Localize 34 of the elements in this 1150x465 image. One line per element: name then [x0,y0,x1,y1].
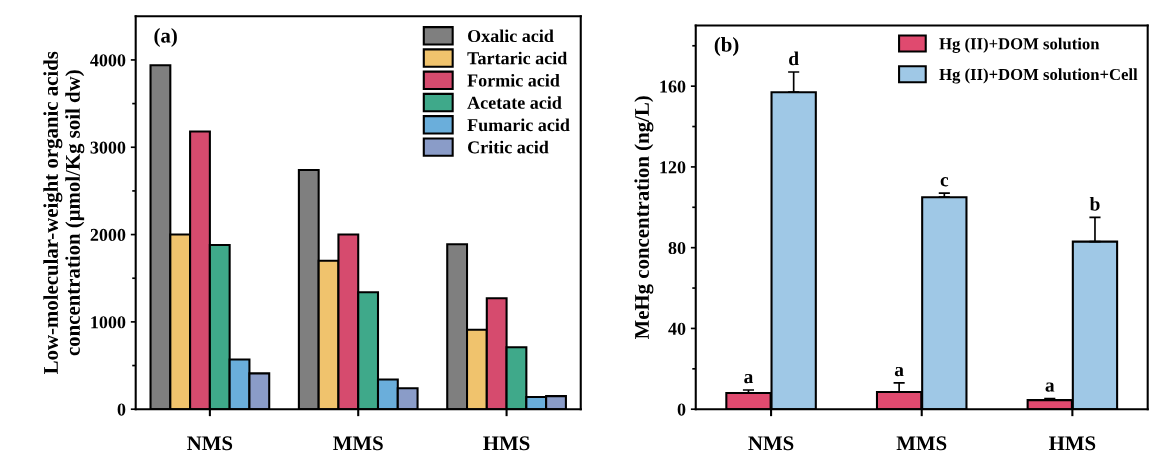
legend-label: Oxalic acid [468,29,554,43]
y-tick-label: 40 [668,322,686,335]
annotation: c [940,177,949,187]
y-tick-label: 1000 [91,316,126,329]
annotation: a [894,366,904,377]
legend-label: Critic acid [468,140,549,154]
legend-label: Hg (II)+DOM solution [939,37,1100,53]
x-tick-label: MMS [333,436,383,451]
y-tick-label: 120 [660,161,686,174]
y-tick-label: 3000 [90,141,126,154]
legend-label: Fumaric acid [467,118,570,132]
legend-label: Acetate acid [467,96,562,109]
y-tick-label: 80 [668,241,686,255]
legend-label: Hg (II)+DOM solution+Cell [939,68,1138,84]
x-tick-label: HMS [483,436,530,451]
y-tick-label: 2000 [90,228,126,242]
y-tick-label: 0 [117,403,126,416]
x-tick-label: HMS [1049,436,1096,451]
y-axis-title: Low-molecular-weight organic acids concentration (μmol/Kg soil dw) [43,51,85,375]
annotation: (a) [154,28,177,47]
y-tick-label: 160 [660,80,686,93]
x-tick-label: NMS [748,436,794,451]
x-tick-label: NMS [187,436,233,451]
legend-label: Tartaric acid [467,51,568,65]
y-tick-label: 4000 [90,54,126,67]
y-tick-label: 0 [677,403,686,416]
annotation: (b) [714,37,739,56]
annotation: a [1045,382,1055,392]
y-axis-title: MeHg concentration (ng/L) [634,96,654,340]
annotation: b [1089,196,1100,211]
legend-label: Formic acid [467,73,560,87]
x-tick-label: MMS [896,436,947,451]
annotation: a [744,373,754,384]
annotation: d [789,51,799,66]
